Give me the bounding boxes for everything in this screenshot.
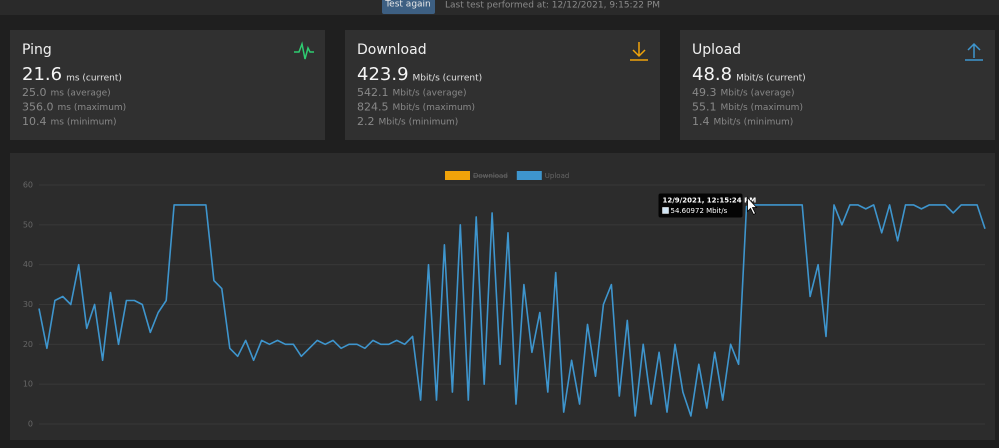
mouse-cursor [747,196,758,216]
y-tick-label: 40 [23,260,33,269]
tooltip-swatch [662,207,669,214]
stat-value: 49.3 [692,86,717,99]
tooltip-text: 54.60972 Mbit/s [671,207,728,215]
stat-unit: ms (maximum) [58,103,127,113]
stat-value: 824.5 [357,101,389,114]
upload-icon [965,42,983,61]
test-again-button[interactable] [382,0,435,14]
stat-card [10,30,325,140]
y-tick-label: 60 [23,181,33,190]
legend-swatch [516,171,542,180]
legend-label: Upload [545,172,570,180]
legend-label: Download [473,172,508,180]
stat-value: 542.1 [357,86,389,99]
y-tick-label: 0 [28,420,33,429]
current-unit: ms (current) [66,74,122,84]
current-value: 423.9 [357,64,409,85]
stat-unit: Mbit/s (average) [393,89,467,99]
card-title: Upload [692,42,741,58]
tooltip-title: 12/9/2021, 12:15:24 PM [663,196,757,204]
top-bar [0,0,999,15]
y-tick-label: 30 [23,300,33,309]
download-icon [630,42,648,61]
stat-value: 55.1 [692,101,717,114]
y-tick-label: 50 [23,220,33,229]
stat-unit: Mbit/s (maximum) [721,103,803,113]
stat-unit: Mbit/s (minimum) [714,118,794,128]
y-tick-label: 20 [23,340,33,349]
card-title: Ping [22,42,52,58]
last-test: Last test performed at: 12/12/2021, 9:15… [445,1,660,11]
tooltip-box [658,193,743,218]
chart-panel [10,153,995,440]
stat-unit: ms (average) [51,89,111,99]
stat-value: 2.2 [357,115,375,128]
stat-unit: Mbit/s (average) [721,89,795,99]
button-label[interactable]: Test again [384,0,431,10]
stat-value: 1.4 [692,115,710,128]
ping-icon [294,41,314,60]
stat-unit: Mbit/s (maximum) [393,103,475,113]
stat-card [345,30,660,140]
current-value: 48.8 [692,64,732,85]
y-tick-label: 10 [23,380,33,389]
stat-value: 356.0 [22,101,54,114]
stat-unit: Mbit/s (minimum) [379,118,459,128]
series-line [38,204,986,417]
stat-value: 25.0 [22,86,47,99]
current-unit: Mbit/s (current) [413,74,483,84]
current-value: 21.6 [22,64,62,85]
current-unit: Mbit/s (current) [736,74,806,84]
legend-swatch [445,171,470,180]
stat-unit: ms (minimum) [51,118,117,128]
stat-card [680,30,995,140]
card-title: Download [357,42,427,58]
stat-value: 10.4 [22,115,47,128]
